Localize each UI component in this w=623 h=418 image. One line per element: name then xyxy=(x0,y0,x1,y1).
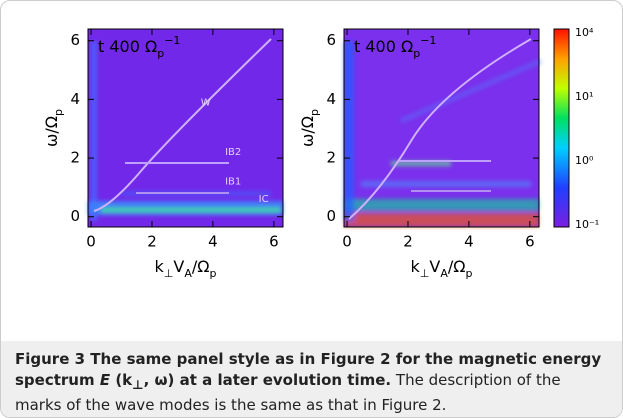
mode-label: IB1 xyxy=(225,177,241,188)
y-axis-label: ω/Ωp xyxy=(298,109,321,147)
colorbar xyxy=(553,28,570,228)
label-part: −1 xyxy=(420,34,436,47)
plot-border xyxy=(343,28,540,228)
label-part: ω/Ω xyxy=(42,116,61,147)
mode-label: IC xyxy=(259,194,269,205)
x-axis-label: k⊥VA/Ωp xyxy=(155,257,217,280)
spectrum-image xyxy=(88,29,283,227)
label-part: k xyxy=(411,257,421,276)
x-tick-label: 0 xyxy=(342,233,352,251)
x-tick-label: 2 xyxy=(147,233,157,251)
time-label: t 400 Ωp−1 xyxy=(98,34,180,60)
y-axis-label: ω/Ωp xyxy=(42,109,65,147)
caption-title: , ω) at a later evolution time. xyxy=(143,371,392,389)
label-part: p xyxy=(308,109,321,116)
x-tick-label: 4 xyxy=(208,233,218,251)
colorbar-label: 10⁴ xyxy=(575,26,594,39)
label-part: ⊥ xyxy=(420,267,430,280)
y-tick-label: 4 xyxy=(70,90,80,108)
w-branch xyxy=(93,38,272,212)
caption-label: Figure 3 xyxy=(15,350,86,368)
y-tick-label: 0 xyxy=(326,207,336,225)
label-part: A xyxy=(440,267,448,280)
caption: Figure 3 The same panel style as in Figu… xyxy=(1,341,622,416)
x-tick-label: 6 xyxy=(525,233,535,251)
x-tick-label: 2 xyxy=(403,233,413,251)
y-tick-label: 4 xyxy=(326,90,336,108)
x-tick-label: 6 xyxy=(269,233,279,251)
label-part: /Ω xyxy=(192,257,210,276)
caption-title: ⊥ xyxy=(132,377,144,392)
caption-symbol: E xyxy=(99,371,111,389)
y-tick-label: 0 xyxy=(70,207,80,225)
colorbar-label: 10⁰ xyxy=(575,154,594,167)
label-part: p xyxy=(465,267,472,280)
y-tick-label: 2 xyxy=(70,149,80,167)
label-part: −1 xyxy=(164,34,180,47)
y-tick-label: 2 xyxy=(326,149,336,167)
x-tick-label: 4 xyxy=(464,233,474,251)
y-tick-label: 6 xyxy=(326,31,336,49)
label-part: A xyxy=(184,267,192,280)
label-part: p xyxy=(157,47,164,60)
label-part: ω/Ω xyxy=(298,116,317,147)
colorbar-label: 10⁻¹ xyxy=(575,218,599,231)
mode-label: IB2 xyxy=(225,147,241,158)
label-part: V xyxy=(173,257,184,276)
time-label: t 400 Ωp−1 xyxy=(354,34,436,60)
spectrum-image xyxy=(344,29,539,227)
label-part: p xyxy=(413,47,420,60)
label-part: k xyxy=(155,257,165,276)
w-branch xyxy=(348,38,532,220)
label-part: /Ω xyxy=(448,257,466,276)
colorbar-label: 10¹ xyxy=(575,90,593,103)
x-axis-label: k⊥VA/Ωp xyxy=(411,257,473,280)
mode-label: W xyxy=(201,97,211,108)
label-part: p xyxy=(209,267,216,280)
label-part: ⊥ xyxy=(164,267,174,280)
caption-box: Figure 3 The same panel style as in Figu… xyxy=(1,341,622,417)
caption-title: The same panel style as in Figure 2 for … xyxy=(15,350,602,389)
spectrum-texture xyxy=(344,41,542,227)
label-part: p xyxy=(52,109,65,116)
label-part: t 400 Ω xyxy=(354,37,413,56)
label-part: V xyxy=(429,257,440,276)
label-part: t 400 Ω xyxy=(98,37,157,56)
x-tick-label: 0 xyxy=(86,233,96,251)
caption-title: (k xyxy=(110,371,133,389)
plot-border xyxy=(87,28,284,228)
caption-text: The description of the marks of the wave… xyxy=(15,371,561,414)
y-tick-label: 6 xyxy=(70,31,80,49)
